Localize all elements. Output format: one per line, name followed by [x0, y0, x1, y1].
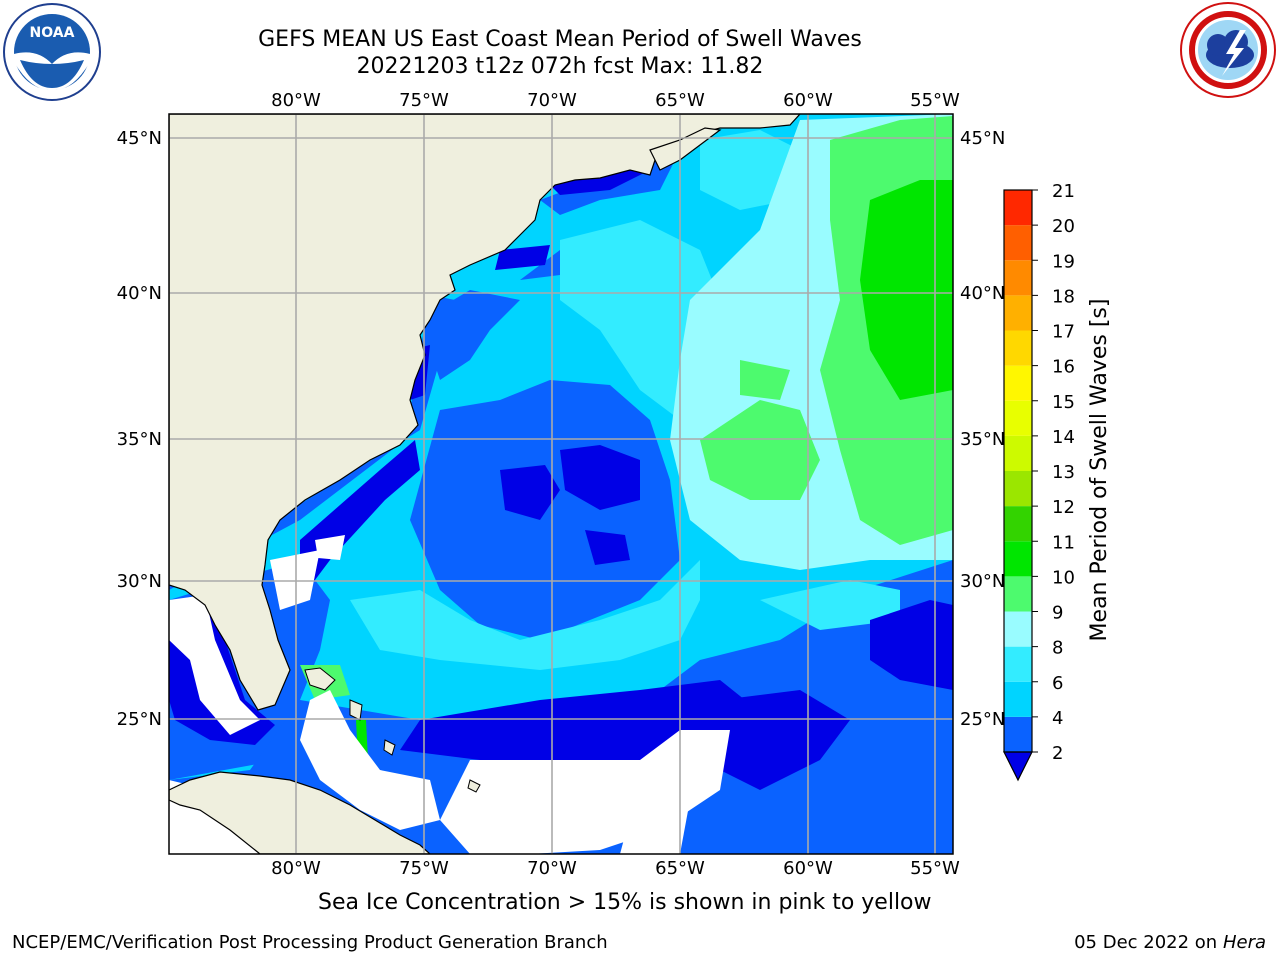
colorbar-segment — [1004, 506, 1032, 542]
map-gridlines — [169, 114, 953, 854]
map-frame-border — [168, 113, 954, 855]
lon-labels-bottom: 80°W 75°W 70°W 65°W 60°W 55°W — [271, 858, 960, 879]
lat-label: 35°N — [960, 429, 1005, 450]
lat-labels-left: 45°N 40°N 35°N 30°N 25°N — [117, 128, 162, 730]
colorbar-segment — [1004, 576, 1032, 612]
lon-label: 65°W — [655, 90, 705, 111]
colorbar-under-extension — [1003, 751, 1033, 782]
colorbar-segment — [1004, 260, 1032, 296]
lon-label: 70°W — [527, 90, 577, 111]
map-plot-area — [169, 114, 953, 854]
colorbar-tick-label: 19 — [1052, 251, 1075, 272]
colorbar-segment — [1004, 330, 1032, 366]
colorbar-tick-label: 17 — [1052, 322, 1075, 343]
land-cuba — [169, 771, 431, 854]
colorbar-tick-label: 15 — [1052, 392, 1075, 413]
colorbar-tick-label: 20 — [1052, 216, 1075, 237]
colorbar-tick-label: 11 — [1052, 532, 1075, 553]
lon-label: 70°W — [527, 858, 577, 879]
colorbar-tick-label: 8 — [1052, 638, 1063, 659]
colorbar-segment — [1004, 190, 1032, 226]
lat-label: 45°N — [117, 128, 162, 149]
colorbar-tick-label: 4 — [1052, 708, 1063, 729]
colorbar-segment — [1004, 400, 1032, 436]
noaa-logo: NOAA — [3, 3, 101, 101]
colorbar-tick-label: 18 — [1052, 286, 1075, 307]
lat-label: 30°N — [117, 571, 162, 592]
colorbar-tick-label: 13 — [1052, 462, 1075, 483]
lon-label: 65°W — [655, 858, 705, 879]
colorbar-segment — [1004, 435, 1032, 471]
colorbar-segment — [1004, 646, 1032, 682]
lon-label: 75°W — [399, 858, 449, 879]
lon-label: 55°W — [910, 90, 960, 111]
land-north-america — [169, 114, 801, 711]
colorbar-tick-label: 9 — [1052, 603, 1063, 624]
footer-host: Hera — [1222, 932, 1266, 953]
colorbar-segment — [1004, 541, 1032, 577]
lon-label: 60°W — [783, 90, 833, 111]
chart-title-line2: 20221203 t12z 072h fcst Max: 11.82 — [356, 54, 764, 79]
lat-label: 25°N — [960, 709, 1005, 730]
colorbar-tick-label: 12 — [1052, 497, 1075, 518]
sea-ice-note: Sea Ice Concentration > 15% is shown in … — [318, 890, 932, 915]
lon-labels-top: 80°W 75°W 70°W 65°W 60°W 55°W — [271, 90, 960, 111]
lat-label: 40°N — [117, 283, 162, 304]
colorbar-segment — [1004, 471, 1032, 507]
lat-label: 30°N — [960, 571, 1005, 592]
colorbar-segment — [1004, 681, 1032, 717]
colorbar-tick-label: 10 — [1052, 567, 1075, 588]
noaa-logo-text: NOAA — [30, 25, 75, 41]
lon-label: 60°W — [783, 858, 833, 879]
colorbar-tick-label: 6 — [1052, 673, 1063, 694]
lon-label: 80°W — [271, 858, 321, 879]
chart-title-line1: GEFS MEAN US East Coast Mean Period of S… — [258, 27, 862, 52]
lat-label: 25°N — [117, 709, 162, 730]
colorbar-segment — [1004, 365, 1032, 401]
colorbar-label: Mean Period of Swell Waves [s] — [1087, 299, 1112, 642]
colorbar-segment — [1004, 225, 1032, 261]
footer-credit: NCEP/EMC/Verification Post Processing Pr… — [12, 932, 608, 953]
lon-label: 55°W — [910, 858, 960, 879]
footer-date: 05 Dec 2022 on Hera — [1074, 932, 1266, 953]
colorbar-tick-label: 16 — [1052, 357, 1075, 378]
colorbar-segment — [1004, 716, 1032, 752]
colorbar-tick-label: 2 — [1052, 743, 1063, 764]
lon-label: 75°W — [399, 90, 449, 111]
lat-labels-right: 45°N 40°N 35°N 30°N 25°N — [960, 128, 1005, 730]
nws-logo — [1180, 2, 1276, 98]
lat-label: 45°N — [960, 128, 1005, 149]
land-bahamas — [304, 667, 481, 793]
colorbar: 2 4 6 8 9 10 11 12 13 14 15 16 17 18 19 20 21 — [1003, 181, 1075, 782]
colorbar-tick-label: 14 — [1052, 427, 1075, 448]
colorbar-segment — [1004, 611, 1032, 647]
colorbar-tick-label: 21 — [1052, 181, 1075, 202]
lon-label: 80°W — [271, 90, 321, 111]
lat-label: 40°N — [960, 283, 1005, 304]
footer-date-text: 05 Dec 2022 on — [1074, 932, 1218, 953]
colorbar-segment — [1004, 295, 1032, 331]
lat-label: 35°N — [117, 429, 162, 450]
